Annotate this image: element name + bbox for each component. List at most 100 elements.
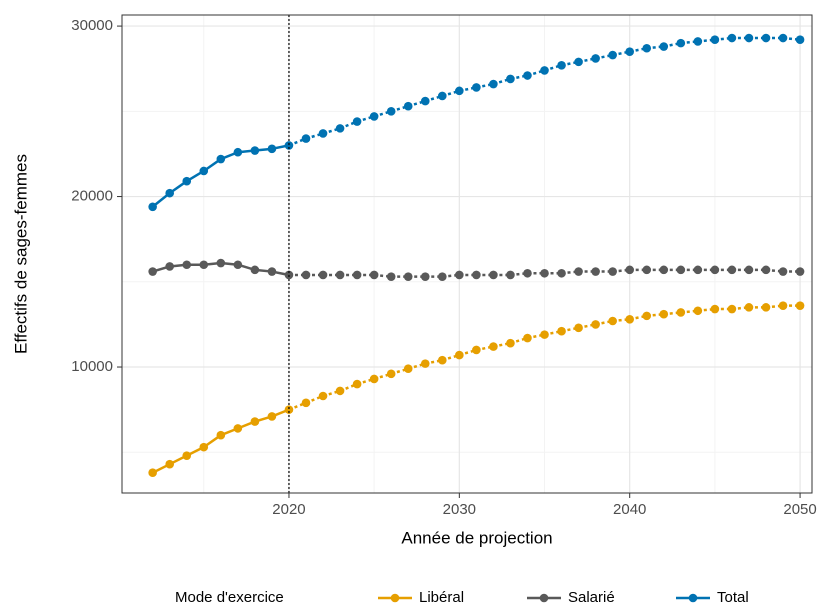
legend-title: Mode d'exercice (175, 589, 284, 606)
point (710, 304, 720, 314)
point (352, 117, 362, 126)
point (710, 265, 720, 275)
point (761, 33, 771, 43)
legend-label: Libéral (419, 589, 464, 606)
point (437, 355, 447, 365)
point (625, 265, 635, 275)
point (727, 33, 737, 43)
point (472, 83, 481, 92)
point (335, 270, 345, 280)
point (574, 323, 583, 333)
point (182, 260, 192, 270)
x-tick-label: 2020 (272, 501, 305, 518)
point (455, 270, 464, 280)
point (676, 38, 686, 48)
point (386, 369, 396, 379)
point (557, 60, 566, 70)
point (795, 301, 805, 310)
point (778, 301, 788, 310)
point (591, 54, 600, 63)
y-axis-label: Effectifs de sages-femmes (11, 154, 30, 354)
point (352, 270, 362, 280)
point (744, 33, 754, 43)
point (455, 86, 464, 96)
legend-swatch-point (539, 593, 549, 603)
point (284, 141, 294, 150)
point (284, 405, 294, 414)
point (182, 176, 192, 186)
point (710, 35, 720, 45)
point (165, 262, 175, 271)
point (318, 391, 328, 401)
point (420, 359, 430, 368)
point (250, 417, 260, 426)
point (761, 303, 771, 312)
point (506, 338, 515, 348)
point (233, 260, 243, 270)
point (795, 35, 805, 45)
point (778, 267, 788, 276)
point (386, 107, 396, 116)
point (540, 268, 549, 278)
point (199, 442, 209, 452)
point (420, 96, 430, 106)
point (335, 124, 345, 133)
point (352, 379, 362, 389)
point (148, 202, 157, 212)
x-tick-label: 2040 (613, 501, 646, 518)
point (574, 57, 583, 67)
point (574, 267, 583, 276)
legend-swatch-point (390, 593, 400, 603)
point (369, 270, 379, 280)
point (744, 265, 754, 275)
point (437, 91, 447, 101)
point (642, 265, 652, 275)
point (659, 42, 669, 51)
point (233, 147, 243, 157)
point (369, 112, 379, 121)
point (216, 430, 226, 440)
point (148, 267, 157, 276)
y-tick-label: 10000 (71, 358, 113, 375)
point (727, 304, 737, 314)
point (250, 146, 260, 155)
point (489, 270, 498, 280)
point (369, 374, 379, 384)
point (795, 267, 805, 276)
point (301, 270, 311, 280)
point (386, 272, 396, 281)
point (540, 330, 549, 339)
point (437, 272, 447, 281)
point (557, 326, 566, 336)
point (216, 154, 226, 164)
point (523, 333, 532, 343)
x-axis-label: Année de projection (401, 528, 552, 547)
x-tick-label: 2050 (783, 501, 816, 518)
point (693, 306, 703, 316)
legend-label: Salarié (568, 589, 615, 606)
point (523, 268, 532, 278)
point (540, 66, 549, 75)
point (165, 459, 175, 469)
point (233, 424, 243, 433)
point (199, 166, 209, 176)
point (523, 71, 532, 80)
point (659, 265, 669, 275)
point (318, 129, 328, 138)
point (591, 267, 600, 276)
point (744, 303, 754, 312)
point (591, 320, 600, 329)
point (489, 342, 498, 351)
legend-swatch-point (688, 593, 698, 603)
point (403, 272, 413, 281)
point (659, 309, 669, 319)
point (608, 316, 617, 326)
point (165, 188, 175, 198)
point (625, 314, 635, 324)
point (199, 260, 209, 270)
point (420, 272, 430, 281)
point (778, 33, 788, 43)
point (557, 268, 566, 278)
point (284, 270, 294, 280)
